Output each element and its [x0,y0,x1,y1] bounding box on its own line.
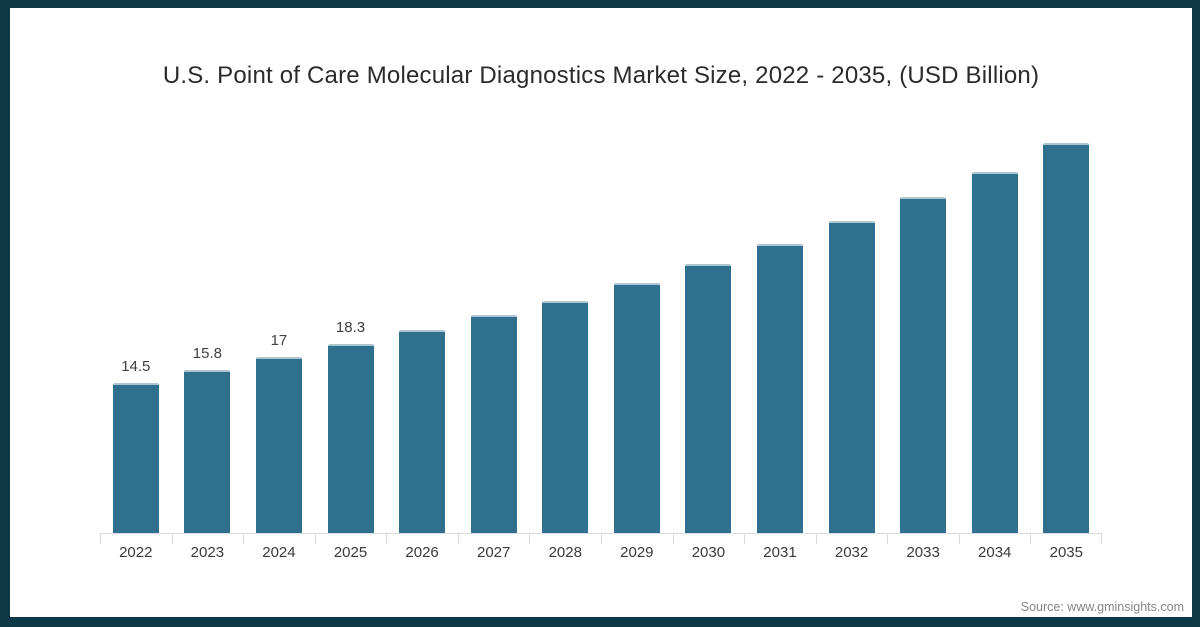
x-axis-tick [672,533,674,544]
bar-chart-plot-area: 14.5 15.8 17 18.3 2022 2023 2024 2025 2026 2027 2… [100,120,1102,561]
x-axis-tick [529,533,531,544]
bar-group-2031 [744,120,816,533]
x-axis-label-2031: 2031 [763,544,797,561]
bar-2032 [828,221,875,533]
bar-group-2026 [386,120,458,533]
bar-group-2025: 18.3 [315,120,387,533]
bar-group-2028 [529,120,601,533]
x-axis-tick [171,533,173,544]
bar-2034 [971,172,1018,533]
x-axis-label-2035: 2035 [1049,544,1083,561]
bar-group-2030 [673,120,745,533]
x-axis-tick [744,533,746,544]
x-axis-label-2030: 2030 [691,544,726,561]
x-axis-tick [386,533,388,544]
bar-2028 [542,301,589,533]
bar-group-2022: 14.5 [100,120,172,533]
bar-2023 [184,370,231,533]
source-attribution: Source: www.gminsights.com [1020,600,1184,614]
x-axis-label-2026: 2026 [405,544,439,561]
x-axis-label-2027: 2027 [476,544,511,561]
bar-value-label-2023: 15.8 [192,345,222,362]
bar-value-label-2022: 14.5 [121,358,151,375]
x-axis-tick [958,533,960,544]
x-axis-tick [243,533,245,544]
bar-series: 14.5 15.8 17 18.3 [100,120,1102,533]
chart-title: U.S. Point of Care Molecular Diagnostics… [162,62,1040,89]
bar-2022 [112,383,159,533]
bar-group-2033 [887,120,959,533]
bar-2027 [470,315,517,533]
x-axis-tick [314,533,316,544]
x-axis-tick [815,533,817,544]
x-axis-label-2023: 2023 [190,544,225,561]
bar-2025 [327,344,374,533]
x-axis-label-2025: 2025 [333,544,368,561]
bar-2033 [900,197,947,533]
x-axis-tick [457,533,459,544]
x-axis-label-2032: 2032 [834,544,869,561]
x-axis-label-2022: 2022 [119,544,153,561]
x-axis-tick [601,533,602,544]
bar-2026 [399,330,446,533]
bar-group-2032 [816,120,888,533]
x-axis-labels: 2022 2023 2024 2025 2026 2027 2028 2029 2030 2031… [100,544,1102,561]
bar-group-2023: 15.8 [172,120,244,533]
bar-value-label-2025: 18.3 [335,319,366,336]
bar-2035 [1043,143,1090,533]
bar-group-2027 [458,120,530,533]
bar-group-2035 [1031,120,1103,533]
bar-group-2029 [601,120,673,533]
x-axis-tick [1101,533,1102,544]
bar-2029 [613,283,660,533]
bar-2031 [756,244,803,533]
x-axis-tick [887,533,889,544]
bar-2024 [255,357,302,533]
bar-group-2034 [959,120,1031,533]
x-axis-label-2029: 2029 [620,544,654,561]
bar-group-2024: 17 [243,120,315,533]
x-axis-tick [100,533,101,544]
bar-value-label-2024: 17 [270,332,288,349]
x-axis-label-2024: 2024 [262,544,296,561]
x-axis-label-2033: 2033 [906,544,940,561]
x-axis-label-2028: 2028 [548,544,582,561]
bar-2030 [685,264,732,533]
x-axis-label-2034: 2034 [978,544,1012,561]
x-axis-tick [1030,533,1032,544]
